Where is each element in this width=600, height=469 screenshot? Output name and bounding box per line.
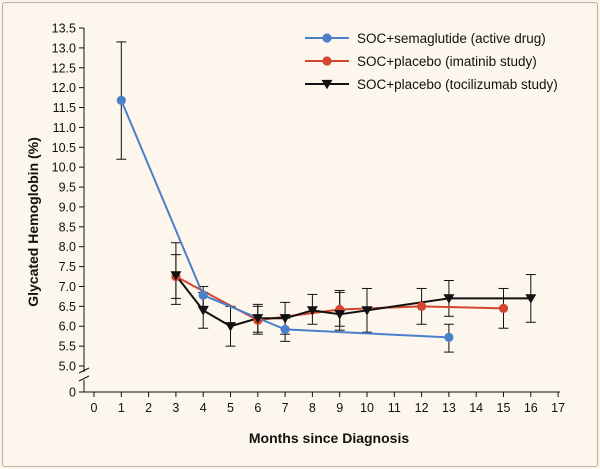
x-tick-label: 15 bbox=[497, 401, 511, 415]
data-point bbox=[525, 294, 537, 304]
x-tick-label: 8 bbox=[309, 401, 316, 415]
data-point bbox=[417, 301, 427, 311]
y-tick-label: 0 bbox=[69, 386, 76, 400]
y-tick-label: 12.5 bbox=[52, 61, 76, 75]
x-tick-label: 4 bbox=[200, 401, 207, 415]
legend-item: SOC+placebo (tocilizumab study) bbox=[305, 77, 558, 92]
data-point bbox=[225, 322, 236, 332]
axis-break-mark bbox=[78, 375, 90, 382]
y-tick-label: 5.0 bbox=[59, 360, 76, 374]
x-tick-label: 12 bbox=[415, 401, 429, 415]
legend-swatch-marker bbox=[322, 33, 332, 43]
y-tick-label: 13.5 bbox=[52, 22, 76, 36]
data-point bbox=[252, 314, 264, 324]
y-tick-label: 9.0 bbox=[59, 200, 76, 214]
y-tick-label: 6.0 bbox=[59, 320, 76, 334]
y-tick-label: 6.5 bbox=[59, 300, 76, 314]
series-markers bbox=[116, 95, 537, 342]
x-tick-label: 9 bbox=[336, 401, 343, 415]
x-tick-label: 1 bbox=[118, 401, 125, 415]
legend-label: SOC+placebo (imatinib study) bbox=[357, 54, 537, 69]
series-line bbox=[175, 274, 531, 328]
y-tick-label: 8.0 bbox=[59, 240, 76, 254]
legend: SOC+semaglutide (active drug) SOC+placebo… bbox=[305, 31, 558, 92]
x-tick-label: 3 bbox=[172, 401, 179, 415]
y-tick-label: 10.0 bbox=[52, 161, 76, 175]
data-point bbox=[498, 303, 509, 313]
x-tick-label: 11 bbox=[388, 401, 401, 415]
x-tick-label: 14 bbox=[469, 401, 483, 415]
data-point bbox=[279, 314, 291, 324]
y-tick-label: 8.5 bbox=[59, 220, 76, 234]
data-point bbox=[361, 306, 373, 316]
legend-item: SOC+semaglutide (active drug) bbox=[305, 31, 546, 46]
x-tick-label: 16 bbox=[524, 401, 538, 415]
data-point bbox=[334, 310, 346, 320]
x-tick-label: 7 bbox=[282, 401, 289, 415]
x-tick-label: 6 bbox=[254, 401, 261, 415]
y-tick-label: 12.0 bbox=[52, 81, 76, 95]
series-lines bbox=[120, 99, 531, 339]
error-bars bbox=[116, 41, 536, 353]
x-tick-label: 13 bbox=[442, 401, 456, 415]
data-point bbox=[444, 332, 454, 342]
x-axis-label: Months since Diagnosis bbox=[249, 430, 409, 446]
x-tick-label: 0 bbox=[91, 401, 98, 415]
y-axis-label: Glycated Hemoglobin (%) bbox=[25, 137, 41, 307]
legend-label: SOC+semaglutide (active drug) bbox=[357, 31, 546, 46]
legend-swatch-marker bbox=[322, 56, 332, 66]
axes: 13.5 13.0 12.5 12.0 11.5 11.0 10.5 10.0 9.5 9.0 8.… bbox=[52, 22, 565, 416]
data-point bbox=[170, 271, 182, 281]
y-tick-label: 7.5 bbox=[59, 260, 76, 274]
x-tick-label: 10 bbox=[360, 401, 374, 415]
y-tick-label: 9.5 bbox=[59, 181, 76, 195]
series-line bbox=[120, 99, 449, 339]
y-tick-label: 10.5 bbox=[52, 141, 76, 155]
data-point bbox=[443, 294, 455, 304]
data-point bbox=[116, 95, 126, 105]
y-tick-label: 13.0 bbox=[52, 41, 76, 55]
x-tick-label: 2 bbox=[145, 401, 152, 415]
legend-swatch-marker bbox=[321, 79, 333, 90]
data-point bbox=[198, 290, 208, 300]
data-point bbox=[280, 324, 290, 335]
legend-label: SOC+placebo (tocilizumab study) bbox=[357, 77, 558, 92]
y-tick-label: 5.5 bbox=[59, 340, 76, 354]
legend-item: SOC+placebo (imatinib study) bbox=[305, 54, 537, 69]
x-tick-label: 17 bbox=[551, 401, 565, 415]
y-tick-label: 11.5 bbox=[53, 101, 76, 115]
axis-break-mark bbox=[78, 367, 90, 374]
data-point bbox=[197, 306, 209, 316]
y-tick-label: 11.0 bbox=[53, 121, 76, 135]
x-tick-label: 5 bbox=[227, 401, 234, 415]
data-point bbox=[306, 306, 318, 316]
y-tick-label: 7.0 bbox=[59, 280, 76, 294]
